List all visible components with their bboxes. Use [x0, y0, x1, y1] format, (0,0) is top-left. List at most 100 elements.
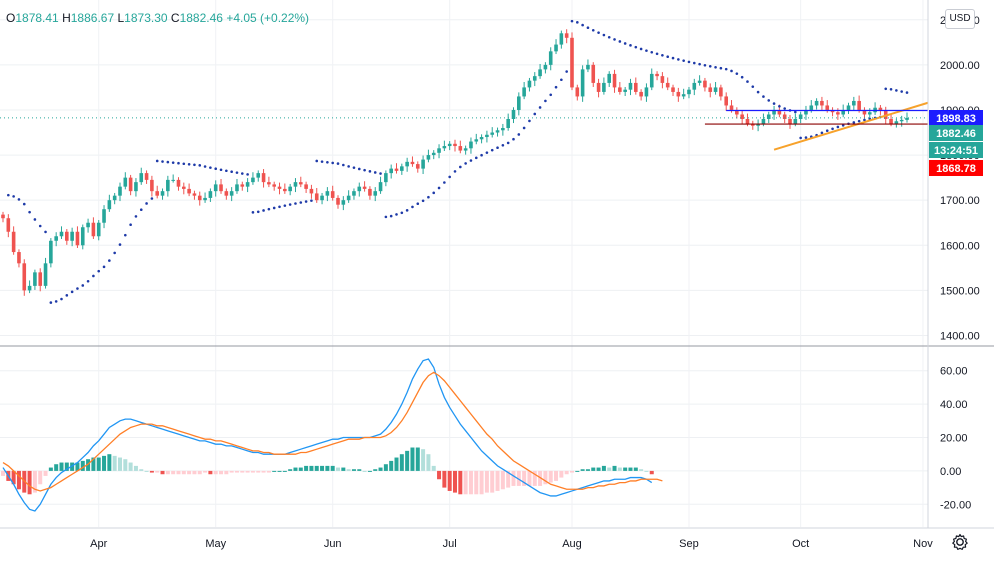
psar-dot [326, 160, 329, 164]
candle-body [102, 209, 106, 223]
candle-body [139, 173, 144, 183]
macd-histogram-bar [102, 455, 107, 471]
candle-body [532, 76, 537, 81]
candle-body [564, 33, 569, 38]
psar-dot [373, 171, 377, 174]
psar-dot [421, 199, 425, 203]
psar-dot [794, 110, 797, 114]
psar-dot [666, 55, 670, 59]
macd-tick-label: -20.00 [940, 499, 971, 511]
macd-histogram-bar [240, 470, 245, 473]
candle-body [330, 191, 335, 198]
candle-body [134, 182, 138, 192]
psar-dot [474, 156, 478, 160]
candle-body [267, 182, 271, 185]
macd-histogram-bar [288, 469, 293, 471]
macd-histogram-bar [96, 457, 101, 471]
psar-dot [246, 173, 249, 176]
candle-body [894, 121, 899, 124]
time-tick-label: Nov [913, 538, 933, 550]
candle-body [394, 168, 399, 171]
candle-body [820, 100, 824, 106]
candle-body [277, 186, 282, 189]
candle-body [591, 64, 596, 83]
candle-body [905, 117, 909, 120]
candle-body [485, 134, 489, 138]
psar-dot [304, 200, 308, 203]
psar-dot [161, 160, 164, 163]
candle-body [729, 105, 734, 110]
psar-dot [533, 112, 537, 116]
candle-body [11, 231, 16, 253]
candle-body [357, 186, 362, 192]
price-label-bg [929, 160, 983, 176]
psar-dot [831, 127, 834, 131]
psar-dot [182, 162, 186, 166]
candle-body [676, 91, 681, 97]
macd-histogram-bar [405, 450, 410, 471]
price-label-bg [929, 125, 983, 141]
candle-body [501, 128, 505, 131]
psar-dot [895, 89, 898, 92]
psar-dot [198, 164, 202, 167]
psar-dot [416, 202, 420, 206]
macd-pane[interactable] [1, 358, 663, 512]
macd-histogram-bar [559, 470, 564, 478]
candle-body [649, 73, 654, 88]
psar-dot [262, 209, 265, 212]
psar-dot [602, 33, 606, 37]
candle-body [474, 139, 479, 142]
candle-body [245, 182, 250, 187]
macd-histogram-bar [458, 470, 463, 495]
gear-icon[interactable] [950, 532, 970, 552]
macd-histogram-bar [133, 465, 138, 471]
price-label-text: 1898.83 [936, 113, 976, 125]
psar-dot [708, 64, 712, 68]
candle-body [527, 80, 532, 88]
macd-histogram-bar [431, 465, 436, 471]
macd-histogram-bar [171, 470, 176, 475]
psar-dot [772, 102, 776, 105]
macd-histogram-bar [128, 462, 133, 471]
candle-body [623, 89, 627, 92]
price-labels: 1898.83 1882.46 13:24:51 1868.78 [929, 110, 983, 176]
high-label: H [62, 11, 71, 25]
psar-dot [7, 193, 10, 197]
psar-dot [432, 191, 436, 195]
psar-dot [320, 160, 324, 163]
candle-body [155, 191, 160, 196]
open-label: O [6, 11, 16, 25]
macd-histogram-bar [468, 470, 473, 495]
time-tick-label: Oct [792, 538, 809, 550]
candle-body [352, 191, 356, 196]
psar-dot [363, 168, 366, 172]
macd-histogram-bar [644, 470, 649, 472]
macd-histogram-bar [442, 470, 447, 488]
candle-body [442, 146, 447, 149]
price-pane[interactable] [0, 19, 929, 304]
psar-dot [746, 80, 749, 83]
candle-body [846, 105, 851, 110]
psar-dot [193, 163, 196, 167]
psar-dot [692, 61, 696, 65]
macd-histogram-bar [373, 469, 378, 471]
candle-body [788, 118, 792, 124]
macd-histogram-bar [538, 470, 543, 486]
candle-body [373, 191, 378, 196]
candle-body [251, 177, 255, 183]
candle-body [336, 197, 340, 205]
psar-dot [150, 197, 154, 200]
candle-body [415, 164, 420, 169]
candle-body [410, 161, 415, 165]
candle-body [65, 231, 69, 241]
macd-histogram-bar [11, 470, 16, 485]
macd-histogram-bar [649, 470, 654, 475]
currency-button[interactable]: USD [945, 9, 975, 29]
macd-histogram-bar [38, 470, 43, 485]
psar-dot [501, 144, 505, 147]
macd-histogram-bar [628, 467, 633, 471]
macd-histogram-bar [165, 470, 170, 475]
psar-dot [12, 195, 15, 198]
